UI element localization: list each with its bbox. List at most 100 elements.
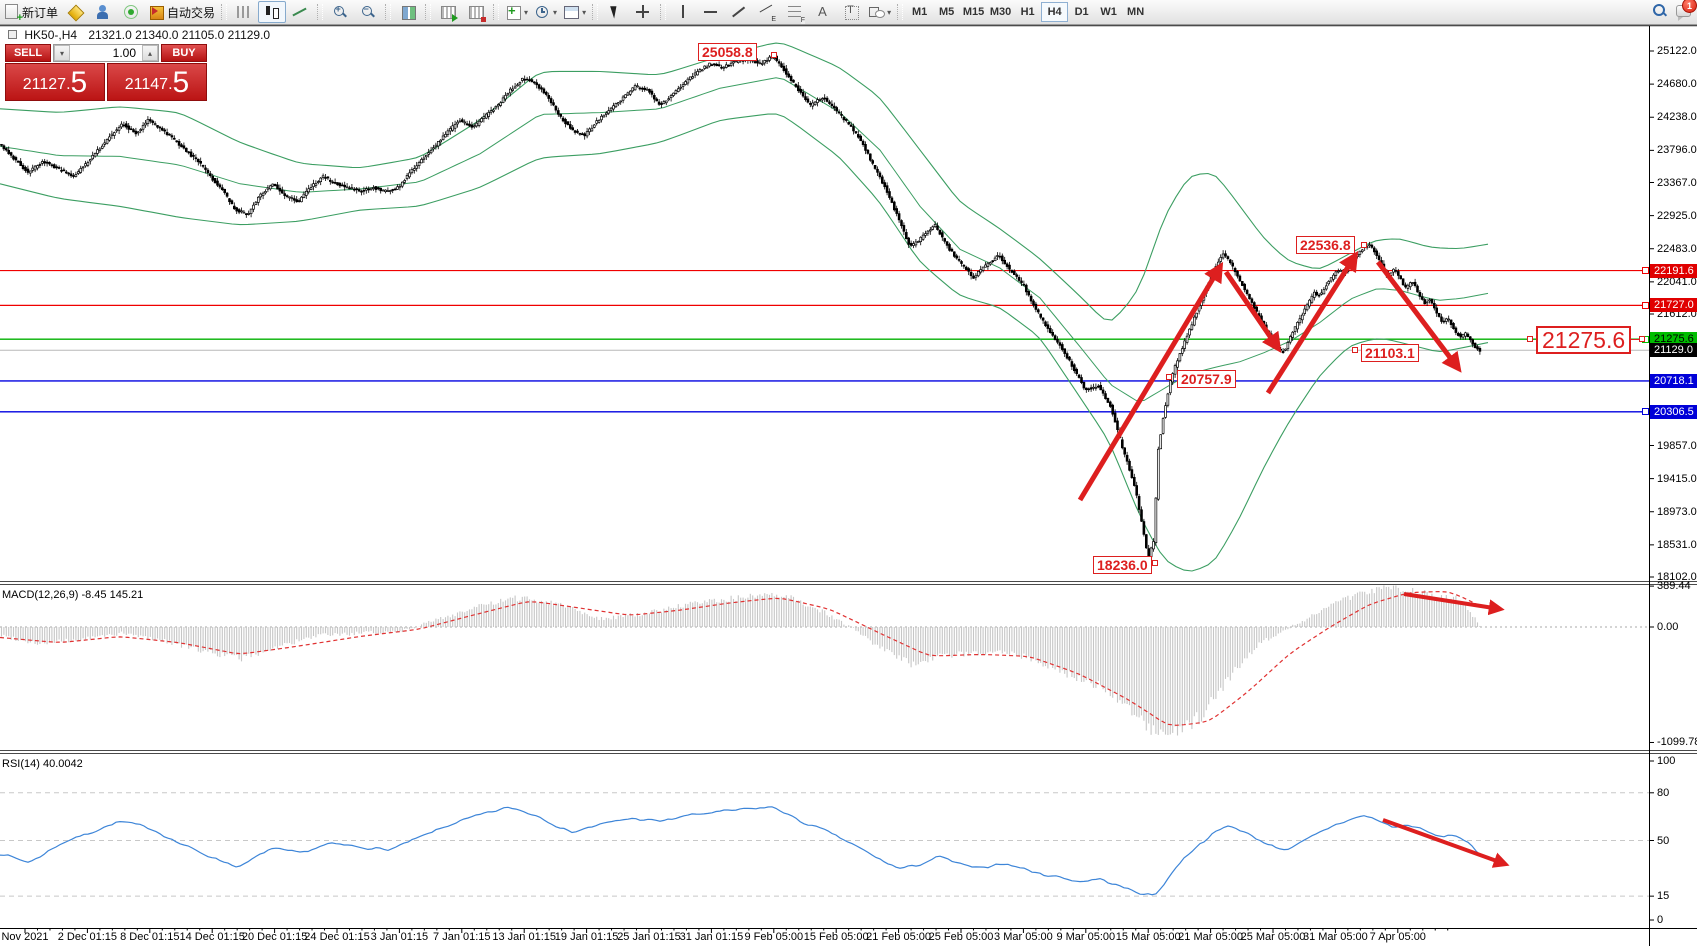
bar-chart-button[interactable]: [230, 1, 258, 23]
chat-button[interactable]: 1: [1675, 0, 1697, 18]
volume-increase-button[interactable]: ▴: [142, 45, 158, 61]
line-anchor-square: [1642, 408, 1649, 416]
timeframe-m15-button[interactable]: M15: [962, 6, 985, 18]
chart-shift-button[interactable]: [462, 1, 490, 23]
volume-decrease-button[interactable]: ▾: [54, 45, 70, 61]
templates-button[interactable]: ▾: [560, 1, 589, 23]
horizontal-line-tool-button[interactable]: [697, 1, 725, 23]
crosshair-tool-button[interactable]: [629, 1, 657, 23]
time-axis-label: 2 Dec 01:15: [57, 931, 118, 943]
time-axis-label: 9 Feb 05:00: [744, 931, 804, 943]
text-tool-button[interactable]: [809, 1, 837, 23]
line-chart-button[interactable]: [286, 1, 314, 23]
zoom-out-button[interactable]: −: [354, 1, 382, 23]
chart-window-icon: [8, 30, 17, 39]
buy-button[interactable]: BUY: [161, 44, 207, 62]
indicators-button[interactable]: ▾: [502, 1, 531, 23]
price-axis-tick: 19857.0: [1657, 439, 1697, 452]
time-axis-label: 25 Feb 05:00: [928, 931, 994, 943]
indadd-icon: [505, 4, 522, 20]
price-axis-marker: 21727.0: [1650, 298, 1697, 313]
rsi-axis-tick: 80: [1657, 786, 1670, 799]
timeframe-mn-button[interactable]: MN: [1127, 6, 1145, 18]
volume-input[interactable]: 1.00: [112, 46, 136, 60]
channel-tool-button[interactable]: [753, 1, 781, 23]
toolbar-grip: [493, 4, 500, 20]
macd-label: MACD(12,26,9) -8.45 145.21: [2, 589, 144, 601]
time-axis-label: 19 Jan 01:15: [554, 931, 619, 943]
alerts-button[interactable]: [61, 1, 89, 23]
timeframe-m1-button[interactable]: M1: [911, 6, 928, 18]
price-callout[interactable]: 18236.0: [1093, 556, 1152, 574]
symbol-period-label: HK50-,H4: [24, 28, 78, 42]
notification-badge[interactable]: 1: [1682, 0, 1697, 13]
macd-axis-tick: 0.00: [1657, 621, 1679, 633]
time-axis-label: 8 Dec 01:15: [120, 931, 180, 943]
timeframe-m30-button[interactable]: M30: [989, 6, 1012, 18]
macd-pane: [0, 585, 1649, 736]
timeframe-w1-button[interactable]: W1: [1100, 6, 1117, 18]
fibonacci-tool-button[interactable]: [781, 1, 809, 23]
price-axis-tick: 22925.0: [1657, 209, 1697, 222]
tile-windows-button[interactable]: [394, 1, 422, 23]
candlestick-chart-button[interactable]: [258, 1, 287, 23]
price-callout[interactable]: 20757.9: [1177, 370, 1236, 388]
autotrading-button[interactable]: 自动交易: [145, 1, 218, 23]
sell-price-panel[interactable]: 21127. 5: [5, 63, 105, 101]
macd-axis-tick: -1099.78: [1657, 736, 1697, 749]
rsi-axis-tick: 50: [1657, 834, 1670, 847]
zoom-in-button[interactable]: +: [326, 1, 354, 23]
robot-icon: [148, 4, 165, 20]
time-axis-label: 13 Jan 01:15: [492, 931, 556, 943]
time-axis-label: 31 Jan 01:15: [679, 931, 744, 943]
time-axis-label: 15 Mar 05:00: [1115, 931, 1181, 943]
template-icon: [563, 4, 580, 20]
price-callout[interactable]: 21103.1: [1361, 344, 1419, 362]
sell-price-main: 21127: [22, 76, 67, 93]
timeframe-m5-button[interactable]: M5: [938, 6, 955, 18]
price-callout[interactable]: 25058.8: [698, 43, 757, 61]
signals-button[interactable]: [117, 1, 145, 23]
toolbar-grip: [592, 4, 599, 20]
time-axis-label: 14 Dec 01:15: [179, 931, 245, 943]
tline-icon: [731, 4, 747, 20]
shapes-tool-button[interactable]: ▾: [865, 1, 894, 23]
trend-arrow: [1265, 250, 1359, 395]
periods-button[interactable]: ▾: [531, 1, 560, 23]
callout-anchor-square: [1361, 242, 1367, 248]
price-axis-marker: 21275.6: [1650, 332, 1697, 347]
timeframe-h1-button[interactable]: H1: [1020, 6, 1035, 18]
price-axis-tick: 18531.0: [1657, 538, 1697, 551]
vertical-line-tool-button[interactable]: [669, 1, 697, 23]
fibo-icon: [787, 4, 803, 20]
buy-price-panel[interactable]: 21147. 5: [107, 63, 207, 101]
trend-arrow: [1223, 270, 1282, 353]
new-order-button[interactable]: 新订单: [0, 1, 61, 23]
tile-icon: [400, 4, 417, 20]
minichart-green-icon: [440, 4, 457, 20]
price-callout[interactable]: 22536.8: [1296, 236, 1355, 254]
big-price-callout[interactable]: 21275.6: [1536, 326, 1632, 354]
auto-scroll-button[interactable]: [434, 1, 462, 23]
time-axis-label: 20 Dec 01:15: [241, 931, 308, 943]
rsi-pane: [0, 792, 1649, 897]
timeframe-h4-button[interactable]: H4: [1041, 2, 1069, 22]
zoom-out-icon: −: [360, 4, 376, 20]
profile-button[interactable]: [89, 1, 117, 23]
hline-icon: [703, 4, 719, 20]
price-axis-marker: 20718.1: [1650, 373, 1697, 388]
search-icon[interactable]: [1651, 2, 1667, 18]
chrome-lines: [0, 24, 1697, 946]
timeframe-d1-button[interactable]: D1: [1074, 6, 1089, 18]
label-tool-button[interactable]: [837, 1, 865, 23]
time-axis-label: 15 Feb 05:00: [803, 931, 869, 943]
trendline-tool-button[interactable]: [725, 1, 753, 23]
bars-icon: [236, 4, 252, 20]
trend-arrow: [1403, 592, 1505, 616]
price-axis-tick: 18973.0: [1657, 505, 1697, 518]
time-axis-label: 3 Mar 05:00: [994, 931, 1053, 943]
sell-button[interactable]: SELL: [5, 44, 51, 62]
line-anchor-square: [1642, 267, 1649, 275]
cursor-tool-button[interactable]: [601, 1, 629, 23]
